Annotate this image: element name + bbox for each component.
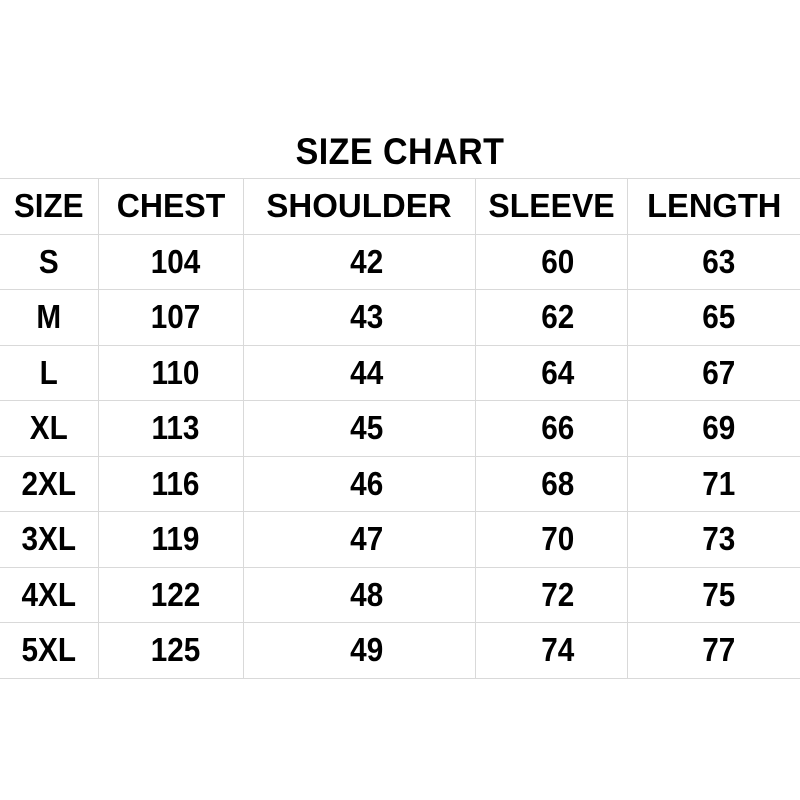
cell-sleeve: 72 bbox=[475, 567, 628, 623]
cell-sleeve: 60 bbox=[475, 234, 628, 290]
column-header-shoulder-label: SHOULDER bbox=[266, 187, 452, 225]
cell-sleeve: 62 bbox=[475, 289, 628, 346]
cell-sleeve: 70 bbox=[475, 511, 628, 568]
size-chart-table: SIZE CHEST SHOULDER SLEEVE LENGTH S 104 bbox=[0, 178, 800, 679]
column-header-length: LENGTH bbox=[627, 178, 800, 235]
column-header-chest-label: CHEST bbox=[116, 187, 225, 225]
table-body: S 104 42 60 63 M 107 43 62 65 L 110 44 6… bbox=[0, 234, 800, 678]
cell-length: 71 bbox=[627, 456, 800, 512]
cell-shoulder: 42 bbox=[243, 234, 476, 290]
cell-chest: 104 bbox=[98, 234, 244, 290]
cell-sleeve: 64 bbox=[475, 345, 628, 401]
cell-size: M bbox=[0, 289, 99, 346]
cell-size: L bbox=[0, 345, 99, 401]
table-row: L 110 44 64 67 bbox=[0, 345, 800, 401]
cell-size: S bbox=[0, 234, 99, 290]
cell-shoulder: 45 bbox=[243, 400, 476, 457]
cell-shoulder: 43 bbox=[243, 289, 476, 346]
cell-size: 5XL bbox=[0, 622, 99, 678]
cell-shoulder: 49 bbox=[243, 622, 476, 678]
column-header-shoulder: SHOULDER bbox=[243, 178, 476, 235]
table-row: M 107 43 62 65 bbox=[0, 289, 800, 346]
table-row: S 104 42 60 63 bbox=[0, 234, 800, 290]
cell-chest: 107 bbox=[98, 289, 244, 346]
cell-size: 4XL bbox=[0, 567, 99, 623]
cell-length: 67 bbox=[627, 345, 800, 401]
cell-sleeve: 66 bbox=[475, 400, 628, 457]
table-header-row: SIZE CHEST SHOULDER SLEEVE LENGTH bbox=[0, 178, 800, 235]
cell-chest: 125 bbox=[98, 622, 244, 678]
cell-shoulder: 44 bbox=[243, 345, 476, 401]
column-header-length-label: LENGTH bbox=[646, 187, 781, 225]
column-header-sleeve-label: SLEEVE bbox=[487, 187, 615, 225]
cell-length: 77 bbox=[701, 631, 735, 669]
cell-chest: 113 bbox=[98, 400, 244, 457]
column-header-sleeve: SLEEVE bbox=[475, 178, 628, 235]
cell-sleeve: 68 bbox=[475, 456, 628, 512]
cell-shoulder: 48 bbox=[243, 567, 476, 623]
cell-length: 63 bbox=[627, 234, 800, 290]
column-header-size: SIZE bbox=[0, 178, 99, 235]
table-row: 4XL 122 48 72 75 bbox=[0, 567, 800, 623]
table-row: 2XL 116 46 68 71 bbox=[0, 456, 800, 512]
cell-length: 75 bbox=[627, 567, 800, 623]
cell-chest: 119 bbox=[98, 511, 244, 568]
cell-shoulder: 46 bbox=[243, 456, 476, 512]
column-header-size-label: SIZE bbox=[13, 187, 84, 225]
cell-length: 65 bbox=[627, 289, 800, 346]
cell-shoulder: 47 bbox=[243, 511, 476, 568]
table-row: 5XL 125 49 74 77 bbox=[0, 622, 800, 678]
cell-chest: 116 bbox=[98, 456, 244, 512]
table-row: XL 113 45 66 69 bbox=[0, 400, 800, 457]
column-header-chest: CHEST bbox=[98, 178, 244, 235]
page-title: SIZE CHART bbox=[295, 131, 505, 172]
cell-length: 69 bbox=[627, 400, 800, 457]
cell-chest: 110 bbox=[98, 345, 244, 401]
cell-chest: 122 bbox=[98, 567, 244, 623]
cell-size: 2XL bbox=[0, 456, 99, 512]
table-row: 3XL 119 47 70 73 bbox=[0, 511, 800, 568]
cell-length: 73 bbox=[627, 511, 800, 568]
cell-size: XL bbox=[0, 400, 99, 457]
cell-sleeve: 74 bbox=[475, 622, 628, 678]
cell-size: 3XL bbox=[0, 511, 99, 568]
